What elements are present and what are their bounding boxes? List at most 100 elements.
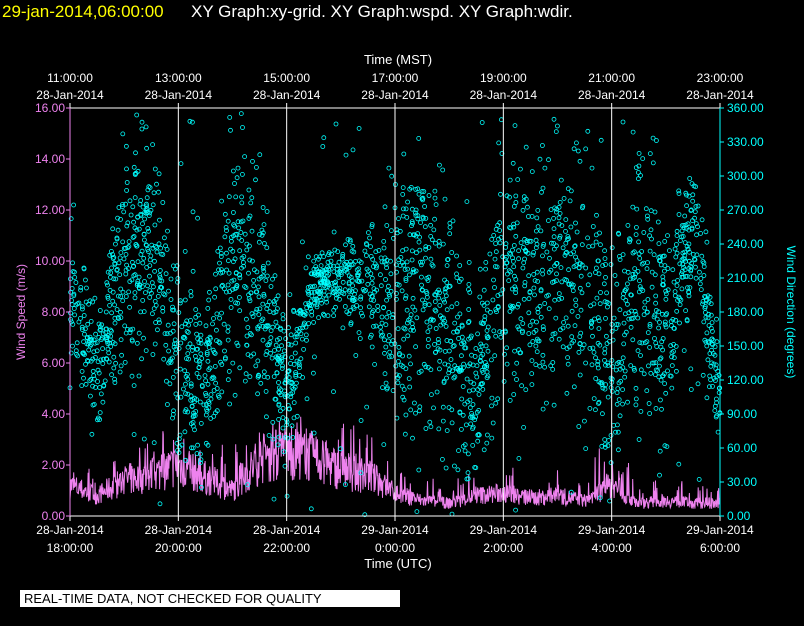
wind-direction-point [416, 370, 422, 375]
wind-direction-point [546, 218, 551, 224]
wind-direction-point [634, 224, 639, 230]
wind-direction-point [495, 222, 501, 228]
wind-direction-point [579, 345, 585, 351]
wind-direction-point [103, 309, 109, 315]
wind-direction-point [635, 315, 641, 321]
wind-direction-point [528, 238, 534, 244]
wind-direction-point [534, 349, 540, 355]
wind-direction-point [239, 194, 245, 200]
wind-direction-point [533, 343, 539, 349]
wind-direction-point [413, 250, 419, 256]
wind-direction-point [506, 268, 512, 274]
wind-direction-point [533, 237, 539, 243]
wind-direction-point [177, 444, 182, 450]
wind-direction-point [460, 365, 466, 371]
wind-direction-point [227, 401, 233, 407]
wind-direction-point [105, 282, 110, 288]
wind-direction-point [107, 302, 112, 308]
wind-direction-point [116, 260, 122, 266]
wind-direction-point [448, 357, 454, 362]
wind-direction-point [176, 436, 182, 442]
wind-direction-point [68, 216, 74, 222]
wind-direction-point [583, 265, 589, 271]
wind-direction-point [600, 263, 606, 269]
bottom-tick-date: 29-Jan-2014 [470, 523, 538, 537]
wind-direction-point [156, 241, 162, 247]
wind-direction-point [578, 273, 584, 279]
wind-direction-point [372, 289, 378, 295]
bottom-tick-time: 22:00:00 [263, 541, 310, 555]
wind-direction-point [188, 289, 194, 294]
wind-direction-point [514, 360, 520, 366]
wind-direction-point [498, 117, 504, 123]
wind-direction-point [607, 498, 612, 504]
wind-direction-point [109, 372, 114, 378]
wind-direction-point [109, 328, 114, 334]
wind-direction-point [321, 268, 327, 274]
wind-direction-point [526, 214, 531, 219]
left-tick-label: 8.00 [42, 305, 66, 319]
wind-direction-point [95, 367, 101, 373]
wind-direction-point [247, 330, 253, 336]
wind-direction-point [256, 372, 261, 378]
wind-direction-point [80, 327, 85, 332]
wind-direction-point [193, 321, 199, 327]
wind-direction-point [253, 309, 259, 315]
wind-direction-point [372, 361, 378, 367]
wind-direction-point [369, 280, 375, 286]
wind-direction-point [404, 214, 410, 220]
wind-direction-point [511, 392, 517, 397]
wind-direction-point [172, 337, 178, 343]
wind-direction-point [141, 231, 147, 237]
wind-direction-point [203, 401, 209, 407]
wind-direction-point [681, 264, 686, 270]
wind-direction-point [613, 325, 619, 331]
wind-direction-point [402, 326, 408, 332]
wind-direction-point [413, 344, 419, 350]
wind-direction-point [619, 360, 624, 365]
wind-direction-point [171, 307, 177, 313]
wind-direction-point [266, 342, 272, 347]
wind-direction-point [197, 320, 203, 326]
wind-direction-point [422, 224, 428, 230]
wind-direction-point [597, 230, 602, 236]
wind-direction-point [563, 240, 569, 246]
wind-direction-point [234, 175, 240, 181]
wind-direction-point [606, 301, 612, 307]
wind-direction-point [667, 373, 673, 379]
wind-direction-point [615, 322, 621, 328]
wind-direction-point [142, 290, 148, 296]
wind-direction-point [194, 370, 200, 376]
wind-direction-point [473, 465, 479, 471]
wind-direction-point [393, 296, 399, 302]
wind-direction-point [451, 463, 457, 469]
wind-direction-point [456, 326, 462, 331]
wind-direction-point [660, 253, 666, 259]
wind-direction-point [493, 333, 499, 339]
wind-direction-point [280, 363, 285, 369]
wind-direction-point [281, 449, 287, 455]
wind-direction-point [710, 383, 715, 389]
wind-direction-point [255, 284, 261, 290]
wind-direction-point [389, 173, 395, 179]
wind-direction-point [527, 342, 533, 348]
wind-direction-point [479, 343, 485, 349]
wind-direction-point [272, 396, 278, 402]
wind-direction-point [674, 368, 679, 374]
wind-direction-point [538, 314, 544, 320]
wind-direction-point [166, 348, 172, 354]
wind-direction-point [192, 413, 198, 419]
wind-direction-point [523, 196, 529, 202]
wind-direction-point [150, 202, 156, 208]
wind-direction-point [617, 253, 622, 259]
wind-direction-point [621, 320, 627, 326]
wind-direction-point [688, 208, 694, 214]
wind-direction-point [629, 316, 634, 322]
wind-direction-point [68, 317, 73, 322]
wind-direction-point [141, 237, 147, 243]
wind-direction-point [365, 281, 371, 287]
wind-direction-point [205, 305, 211, 311]
wind-direction-point [406, 317, 412, 323]
wind-direction-point [88, 318, 94, 324]
wind-direction-point [457, 410, 463, 416]
